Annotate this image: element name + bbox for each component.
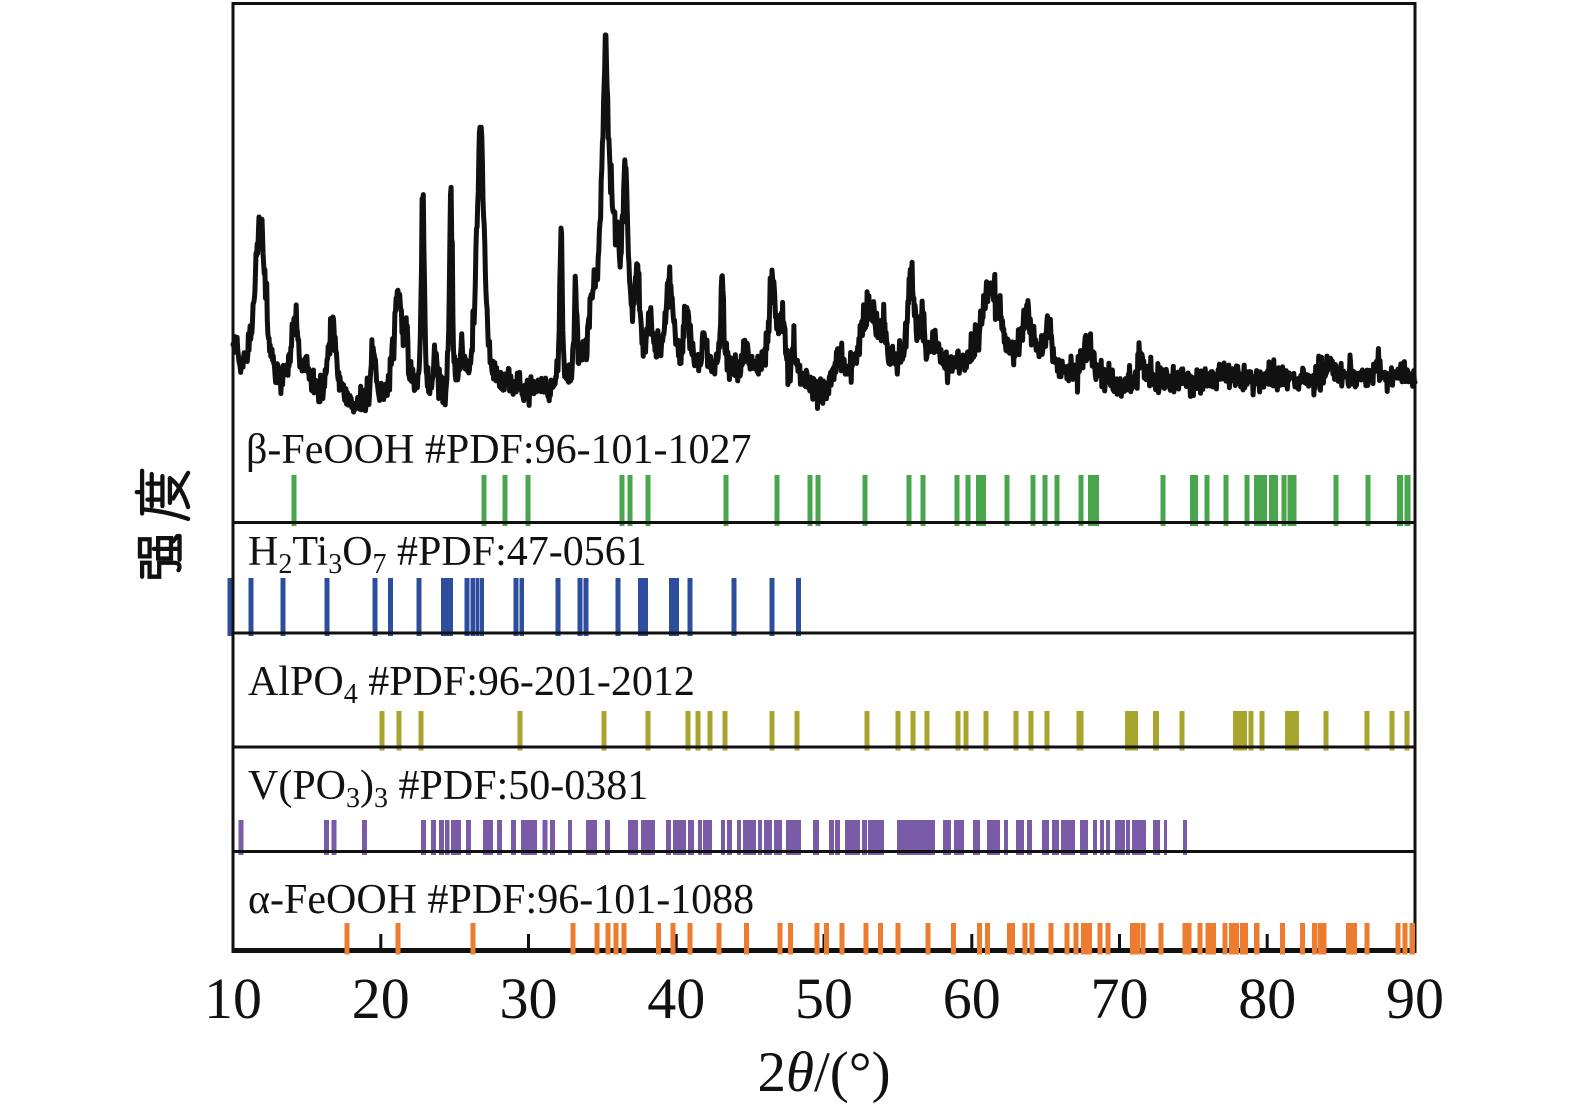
svg-text:30: 30 [500,966,558,1031]
svg-text:20: 20 [352,966,410,1031]
svg-text:AlPO4​ #PDF:96-201-2012: AlPO4​ #PDF:96-201-2012 [248,659,695,710]
svg-text:10: 10 [204,966,262,1031]
svg-text:70: 70 [1091,966,1149,1031]
svg-text:90: 90 [1386,966,1444,1031]
svg-text:V(PO3​)3​ #PDF:50-0381: V(PO3​)3​ #PDF:50-0381 [248,763,648,814]
svg-text:β-FeOOH #PDF:96-101-1027: β-FeOOH #PDF:96-101-1027 [246,427,752,473]
svg-text:α-FeOOH #PDF:96-101-1088: α-FeOOH #PDF:96-101-1088 [248,877,754,923]
svg-text:80: 80 [1238,966,1296,1031]
svg-text:H2​Ti3​O7​ #PDF:47-0561: H2​Ti3​O7​ #PDF:47-0561 [248,529,647,580]
svg-text:60: 60 [943,966,1001,1031]
svg-text:50: 50 [795,966,853,1031]
svg-text:2θ/(°): 2θ/(°) [757,1041,890,1104]
svg-text:40: 40 [647,966,705,1031]
